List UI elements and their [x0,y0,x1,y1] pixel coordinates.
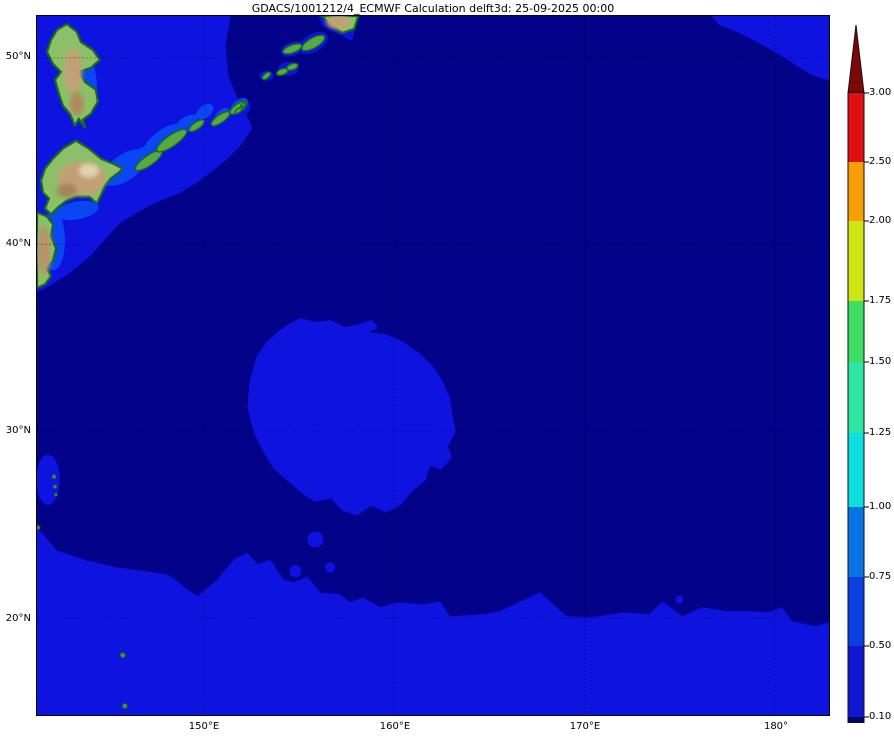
map-canvas [37,16,829,715]
x-axis-tick-label: 180° [763,721,789,732]
central-wave-blob [247,318,456,516]
y-axis-tick-label: 20°N [5,613,31,624]
map-panel [36,15,830,716]
graticule [37,16,829,715]
y-axis-tick-label: 30°N [5,425,31,436]
colorbar-segment [848,362,864,433]
izu-islands [37,525,41,530]
wave-speck [307,531,324,548]
colorbar-segment [848,577,864,646]
colorbar-tick-label: 1.25 [869,427,892,438]
colorbar-tick-label: 0.50 [869,640,892,651]
colorbar-tick-label: 1.00 [869,501,892,512]
izu-islands [54,492,58,497]
colorbar-segment [848,162,864,221]
figure-title: GDACS/1001212/4_ECMWF Calculation delft3… [251,2,615,15]
colorbar-tick-label: 3.00 [869,87,892,98]
izu-wave-patch [37,454,60,505]
bonin-islands [119,652,126,659]
colorbar-segment [848,301,864,362]
x-axis-tick-label: 150°E [188,721,220,732]
colorbar-segment [848,221,864,301]
colorbar-segment [848,93,864,162]
colorbar-tick-label: 0.75 [869,571,892,582]
colorbar-tick-label: 1.75 [869,295,892,306]
y-axis-tick-label: 40°N [5,238,31,249]
colorbar-segment [848,433,864,507]
colorbar-arrow-segment [847,24,865,94]
colorbar-tick-label: 2.50 [869,156,892,167]
wave-speck [325,562,336,573]
colorbar-segment [848,646,864,717]
colorbar-tick-label: 2.00 [869,215,892,226]
x-axis-tick-label: 160°E [379,721,411,732]
colorbar-segment [848,507,864,577]
colorbar-outline [847,92,865,723]
colorbar-segment [848,717,864,723]
wave-speck [289,565,302,578]
kuril-island-chain [134,34,326,172]
southern-wave-band [37,527,829,715]
izu-islands [51,474,57,480]
wave-speck [675,595,684,604]
small-islands [37,474,128,709]
y-axis-tick-label: 50°N [5,51,31,62]
colorbar-tick-label: 0.10 [869,711,892,722]
x-axis-tick-label: 170°E [569,721,601,732]
izu-islands [52,484,58,489]
northeast-corner-wave-region [711,16,829,81]
bonin-islands [121,703,128,709]
colorbar-tick-label: 1.50 [869,356,892,367]
terrain-shading [37,16,351,275]
